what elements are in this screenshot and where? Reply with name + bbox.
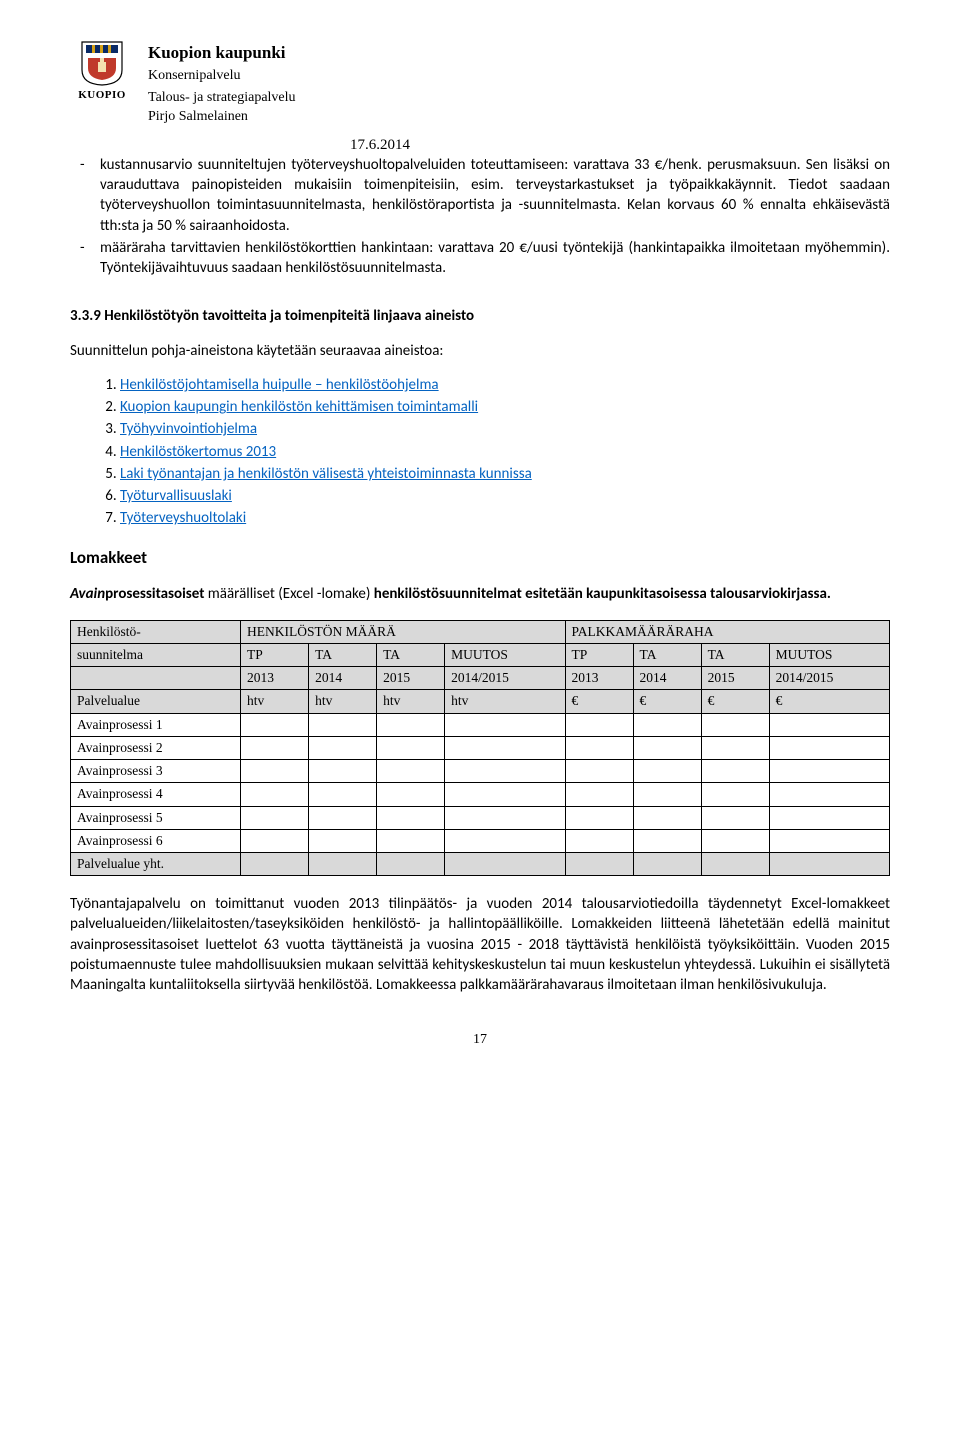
bullet-item: kustannusarvio suunniteltujen työterveys… (100, 155, 890, 236)
table-header-row: Henkilöstö- HENKILÖSTÖN MÄÄRÄ PALKKAMÄÄR… (71, 620, 890, 643)
row-label: Palvelualue (71, 690, 241, 713)
section-intro: Suunnittelun pohja-aineistona käytetään … (70, 341, 890, 361)
dash-bullet-list: kustannusarvio suunniteltujen työterveys… (70, 155, 890, 279)
table-row: Avainprosessi 1 (71, 713, 890, 736)
list-item: Kuopion kaupungin henkilöstön kehittämis… (120, 397, 890, 417)
header-author: Pirjo Salmelainen (148, 108, 296, 127)
row-label: Avainprosessi 5 (71, 806, 241, 829)
henkilosto-table: Henkilöstö- HENKILÖSTÖN MÄÄRÄ PALKKAMÄÄR… (70, 620, 890, 876)
th-year: 2015 (377, 667, 445, 690)
doc-link[interactable]: Kuopion kaupungin henkilöstön kehittämis… (120, 398, 478, 416)
th-year: 2013 (565, 667, 633, 690)
table-row: Avainprosessi 2 (71, 736, 890, 759)
row-label: Palvelualue yht. (71, 852, 241, 875)
th-col: TP (241, 644, 309, 667)
unit-cell: € (769, 690, 889, 713)
th-henkilosto: Henkilöstö- (71, 620, 241, 643)
para-bold: prosessitasoiset (105, 585, 204, 603)
th-year: 2014 (309, 667, 377, 690)
th-year: 2013 (241, 667, 309, 690)
row-label: Avainprosessi 2 (71, 736, 241, 759)
unit-cell: € (701, 690, 769, 713)
logo-text: KUOPIO (78, 88, 126, 103)
document-header: KUOPIO Kuopion kaupunki Konsernipalvelu … (70, 40, 890, 127)
para-bolditalic: Avain (70, 585, 105, 603)
footer-paragraph: Työnantajapalvelu on toimittanut vuoden … (70, 894, 890, 995)
list-item: Henkilöstöjohtamisella huipulle – henkil… (120, 375, 890, 395)
header-unit: Konsernipalvelu (148, 67, 296, 86)
th-col: TA (377, 644, 445, 667)
table-unit-row: Palvelualue htv htv htv htv € € € € (71, 690, 890, 713)
list-item: Henkilöstökertomus 2013 (120, 442, 890, 462)
bullet-item: määräraha tarvittavien henkilöstökorttie… (100, 238, 890, 279)
row-label: Avainprosessi 6 (71, 829, 241, 852)
th-col: MUUTOS (769, 644, 889, 667)
th-col: TA (633, 644, 701, 667)
th-year: 2014/2015 (769, 667, 889, 690)
row-label: Avainprosessi 1 (71, 713, 241, 736)
org-logo: KUOPIO (70, 40, 134, 127)
unit-cell: htv (241, 690, 309, 713)
list-item: Työhyvinvointiohjelma (120, 419, 890, 439)
th-empty (71, 667, 241, 690)
list-item: Laki työnantajan ja henkilöstön välisest… (120, 464, 890, 484)
table-subheader-row: suunnitelma TP TA TA MUUTOS TP TA TA MUU… (71, 644, 890, 667)
lomakkeet-para: Avainprosessitasoiset määrälliset (Excel… (70, 584, 890, 604)
th-col: TA (309, 644, 377, 667)
row-label: Avainprosessi 3 (71, 760, 241, 783)
th-group2: PALKKAMÄÄRÄRAHA (565, 620, 890, 643)
unit-cell: htv (445, 690, 565, 713)
para-plain: määrälliset (Excel -lomake) (204, 585, 373, 603)
table-row: Avainprosessi 4 (71, 783, 890, 806)
numbered-link-list: Henkilöstöjohtamisella huipulle – henkil… (70, 375, 890, 529)
table-footer-row: Palvelualue yht. (71, 852, 890, 875)
th-col: TP (565, 644, 633, 667)
lomakkeet-heading: Lomakkeet (70, 547, 890, 570)
unit-cell: € (565, 690, 633, 713)
doc-link[interactable]: Työterveyshuoltolaki (120, 509, 246, 527)
unit-cell: htv (309, 690, 377, 713)
doc-link[interactable]: Laki työnantajan ja henkilöstön välisest… (120, 465, 532, 483)
th-year: 2014/2015 (445, 667, 565, 690)
th-group1: HENKILÖSTÖN MÄÄRÄ (241, 620, 565, 643)
header-text-block: Kuopion kaupunki Konsernipalvelu Talous-… (148, 40, 296, 127)
row-label: Avainprosessi 4 (71, 783, 241, 806)
doc-link[interactable]: Työturvallisuuslaki (120, 487, 232, 505)
doc-link[interactable]: Työhyvinvointiohjelma (120, 420, 257, 438)
th-col: MUUTOS (445, 644, 565, 667)
header-date: 17.6.2014 (70, 135, 690, 155)
coat-of-arms-icon (80, 40, 124, 86)
header-dept: Talous- ja strategiapalvelu (148, 89, 296, 108)
th-col: TA (701, 644, 769, 667)
doc-link[interactable]: Henkilöstöjohtamisella huipulle – henkil… (120, 376, 439, 394)
section-heading: 3.3.9 Henkilöstötyön tavoitteita ja toim… (70, 306, 890, 326)
para-bold: henkilöstösuunnitelmat esitetään kaupunk… (374, 585, 831, 603)
unit-cell: htv (377, 690, 445, 713)
table-row: Avainprosessi 5 (71, 806, 890, 829)
th-year: 2015 (701, 667, 769, 690)
page-number: 17 (70, 1031, 890, 1050)
header-org: Kuopion kaupunki (148, 42, 296, 65)
doc-link[interactable]: Henkilöstökertomus 2013 (120, 443, 276, 461)
th-year: 2014 (633, 667, 701, 690)
list-item: Työterveyshuoltolaki (120, 508, 890, 528)
list-item: Työturvallisuuslaki (120, 486, 890, 506)
th-suunnitelma: suunnitelma (71, 644, 241, 667)
unit-cell: € (633, 690, 701, 713)
table-row: Avainprosessi 6 (71, 829, 890, 852)
table-row: Avainprosessi 3 (71, 760, 890, 783)
table-year-row: 2013 2014 2015 2014/2015 2013 2014 2015 … (71, 667, 890, 690)
